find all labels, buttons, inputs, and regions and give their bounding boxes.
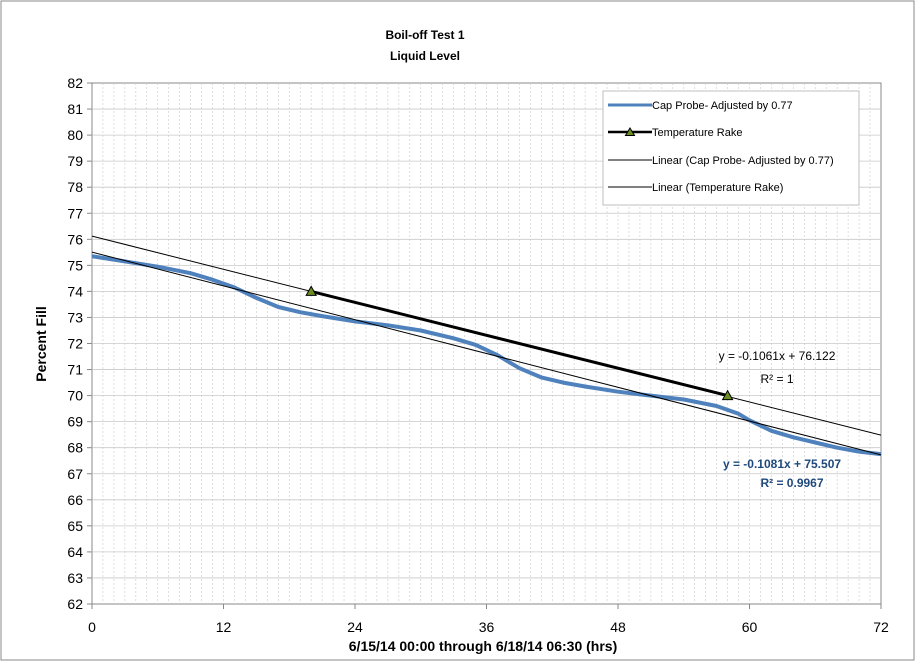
legend-label-linear-cap-probe: Linear (Cap Probe- Adjusted by 0.77) [652, 155, 834, 167]
marker-layer [305, 285, 734, 401]
y-tick-label: 80 [67, 127, 83, 143]
y-tick-label: 67 [67, 466, 83, 482]
y-axis-label: Percent Fill [33, 306, 49, 381]
trendline-equation-cap-probe: y = -0.1081x + 75.507 R² = 0.9967 [723, 457, 841, 490]
trendline-equation-temperature-rake: y = -0.1061x + 76.122 R² = 1 [719, 349, 836, 386]
chart-title: Boil-off Test 1 [385, 28, 464, 42]
legend: Cap Probe- Adjusted by 0.77 Temperature … [602, 90, 860, 206]
x-tick-label: 36 [479, 619, 495, 635]
equation-cap-probe: y = -0.1081x + 75.507 [723, 457, 841, 471]
y-tick-label: 82 [67, 75, 83, 91]
chart-subtitle: Liquid Level [390, 49, 460, 63]
x-tick-label: 72 [873, 619, 889, 635]
trendline-cap-probe [92, 251, 881, 456]
x-tick-label: 48 [610, 619, 626, 635]
y-tick-label: 62 [67, 596, 83, 612]
axes: 62 63 64 65 66 67 68 69 70 71 72 73 74 75 76 77 78 79 80 81… [67, 75, 889, 635]
y-tick-label: 78 [67, 179, 83, 195]
legend-label-cap-probe: Cap Probe- Adjusted by 0.77 [652, 100, 793, 112]
y-tick-label: 70 [67, 388, 83, 404]
y-tick-label: 79 [67, 153, 83, 169]
x-tick-label: 60 [742, 619, 758, 635]
equation-temperature-rake: y = -0.1061x + 76.122 [719, 349, 836, 363]
x-tick-label: 0 [88, 619, 96, 635]
x-tick-label: 12 [216, 619, 232, 635]
legend-box [602, 90, 860, 206]
x-tick-label: 24 [347, 619, 363, 635]
y-tick-label: 81 [67, 101, 83, 117]
x-axis-label: 6/15/14 00:00 through 6/18/14 06:30 (hrs… [349, 638, 617, 654]
y-tick-label: 72 [67, 336, 83, 352]
temperature-rake-point [721, 389, 734, 401]
y-tick-label: 73 [67, 309, 83, 325]
legend-label-temperature-rake: Temperature Rake [652, 127, 743, 139]
legend-label-linear-temperature-rake: Linear (Temperature Rake) [652, 182, 783, 194]
grid-lines [92, 83, 881, 604]
series-line-temperature-rake [310, 289, 728, 398]
y-tick-label: 76 [67, 231, 83, 247]
y-tick-label: 64 [67, 544, 83, 560]
y-tick-label: 75 [67, 257, 83, 273]
y-tick-label: 68 [67, 440, 83, 456]
temperature-rake-point [305, 285, 318, 296]
y-tick-label: 65 [67, 518, 83, 534]
y-tick-label: 74 [67, 283, 83, 299]
y-tick-label: 66 [67, 492, 83, 508]
y-tick-label: 77 [67, 205, 83, 221]
y-tick-label: 71 [67, 362, 83, 378]
r-squared-cap-probe: R² = 0.9967 [760, 476, 823, 490]
r-squared-temperature-rake: R² = 1 [760, 372, 793, 386]
y-tick-label: 69 [67, 414, 83, 430]
y-tick-label: 63 [67, 570, 83, 586]
legend-marker-temperature-rake [624, 127, 636, 136]
